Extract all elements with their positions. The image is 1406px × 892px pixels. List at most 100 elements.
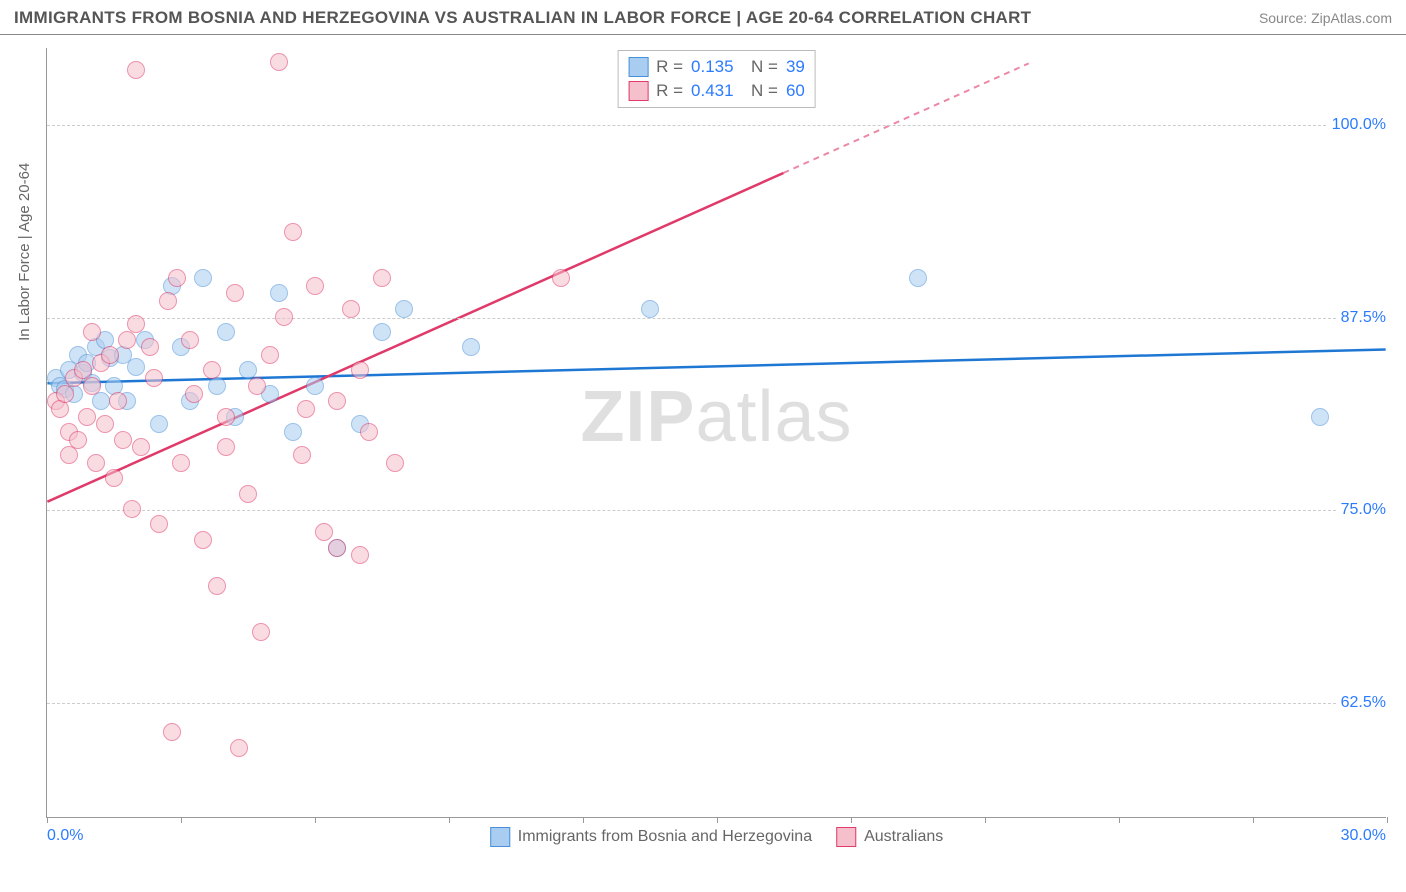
data-point <box>351 546 369 564</box>
legend-row-pink: R = 0.431 N = 60 <box>628 79 805 103</box>
data-point <box>87 454 105 472</box>
gridline <box>47 703 1386 704</box>
legend-swatch-blue <box>628 57 648 77</box>
watermark-rest: atlas <box>695 377 852 457</box>
data-point <box>395 300 413 318</box>
data-point <box>315 523 333 541</box>
x-tick <box>449 817 450 823</box>
x-tick <box>181 817 182 823</box>
data-point <box>194 269 212 287</box>
data-point <box>342 300 360 318</box>
gridline <box>47 318 1386 319</box>
data-point <box>284 423 302 441</box>
legend-label-australians: Australians <box>864 828 943 846</box>
data-point <box>226 284 244 302</box>
data-point <box>275 308 293 326</box>
y-tick-label: 100.0% <box>1328 116 1390 134</box>
data-point <box>270 284 288 302</box>
data-point <box>1311 408 1329 426</box>
data-point <box>194 531 212 549</box>
series-legend: Immigrants from Bosnia and Herzegovina A… <box>490 827 944 847</box>
data-point <box>96 415 114 433</box>
data-point <box>217 438 235 456</box>
data-point <box>373 323 391 341</box>
data-point <box>293 446 311 464</box>
data-point <box>101 346 119 364</box>
n-value-pink: 60 <box>786 81 805 101</box>
data-point <box>185 385 203 403</box>
data-point <box>109 392 127 410</box>
x-tick <box>47 817 48 823</box>
data-point <box>306 277 324 295</box>
data-point <box>150 415 168 433</box>
y-tick-label: 75.0% <box>1337 501 1390 519</box>
legend-item-australians: Australians <box>836 827 943 847</box>
data-point <box>297 400 315 418</box>
correlation-legend: R = 0.135 N = 39 R = 0.431 N = 60 <box>617 50 816 108</box>
data-point <box>83 377 101 395</box>
data-point <box>208 377 226 395</box>
x-max-label: 30.0% <box>1341 827 1386 845</box>
y-axis-title: In Labor Force | Age 20-64 <box>16 163 33 341</box>
data-point <box>552 269 570 287</box>
x-tick <box>583 817 584 823</box>
data-point <box>141 338 159 356</box>
data-point <box>56 385 74 403</box>
legend-swatch-australians <box>836 827 856 847</box>
legend-swatch-pink <box>628 81 648 101</box>
data-point <box>208 577 226 595</box>
data-point <box>351 361 369 379</box>
data-point <box>163 723 181 741</box>
data-point <box>252 623 270 641</box>
x-tick <box>315 817 316 823</box>
x-tick <box>1119 817 1120 823</box>
data-point <box>78 408 96 426</box>
r-value-pink: 0.431 <box>691 81 734 101</box>
data-point <box>118 331 136 349</box>
data-point <box>386 454 404 472</box>
data-point <box>284 223 302 241</box>
data-point <box>92 392 110 410</box>
data-point <box>360 423 378 441</box>
chart-title: IMMIGRANTS FROM BOSNIA AND HERZEGOVINA V… <box>14 8 1031 28</box>
watermark-bold: ZIP <box>580 377 695 457</box>
x-tick <box>985 817 986 823</box>
legend-label-bosnia: Immigrants from Bosnia and Herzegovina <box>518 828 812 846</box>
data-point <box>168 269 186 287</box>
data-point <box>217 408 235 426</box>
data-point <box>145 369 163 387</box>
data-point <box>328 392 346 410</box>
data-point <box>105 469 123 487</box>
data-point <box>909 269 927 287</box>
x-tick <box>717 817 718 823</box>
data-point <box>270 53 288 71</box>
data-point <box>132 438 150 456</box>
data-point <box>83 323 101 341</box>
data-point <box>127 315 145 333</box>
data-point <box>123 500 141 518</box>
y-tick-label: 62.5% <box>1337 694 1390 712</box>
data-point <box>114 431 132 449</box>
data-point <box>150 515 168 533</box>
data-point <box>261 346 279 364</box>
x-tick <box>1387 817 1388 823</box>
data-point <box>373 269 391 287</box>
r-value-blue: 0.135 <box>691 57 734 77</box>
legend-item-bosnia: Immigrants from Bosnia and Herzegovina <box>490 827 812 847</box>
chart-header: IMMIGRANTS FROM BOSNIA AND HERZEGOVINA V… <box>0 0 1406 35</box>
data-point <box>51 400 69 418</box>
n-value-blue: 39 <box>786 57 805 77</box>
source-label: Source: ZipAtlas.com <box>1259 10 1392 26</box>
data-point <box>462 338 480 356</box>
data-point <box>127 358 145 376</box>
legend-swatch-bosnia <box>490 827 510 847</box>
data-point <box>203 361 221 379</box>
watermark: ZIPatlas <box>580 376 852 458</box>
data-point <box>172 454 190 472</box>
data-point <box>239 485 257 503</box>
data-point <box>159 292 177 310</box>
scatter-chart: R = 0.135 N = 39 R = 0.431 N = 60 ZIPatl… <box>46 48 1386 818</box>
gridline <box>47 510 1386 511</box>
data-point <box>306 377 324 395</box>
data-point <box>641 300 659 318</box>
